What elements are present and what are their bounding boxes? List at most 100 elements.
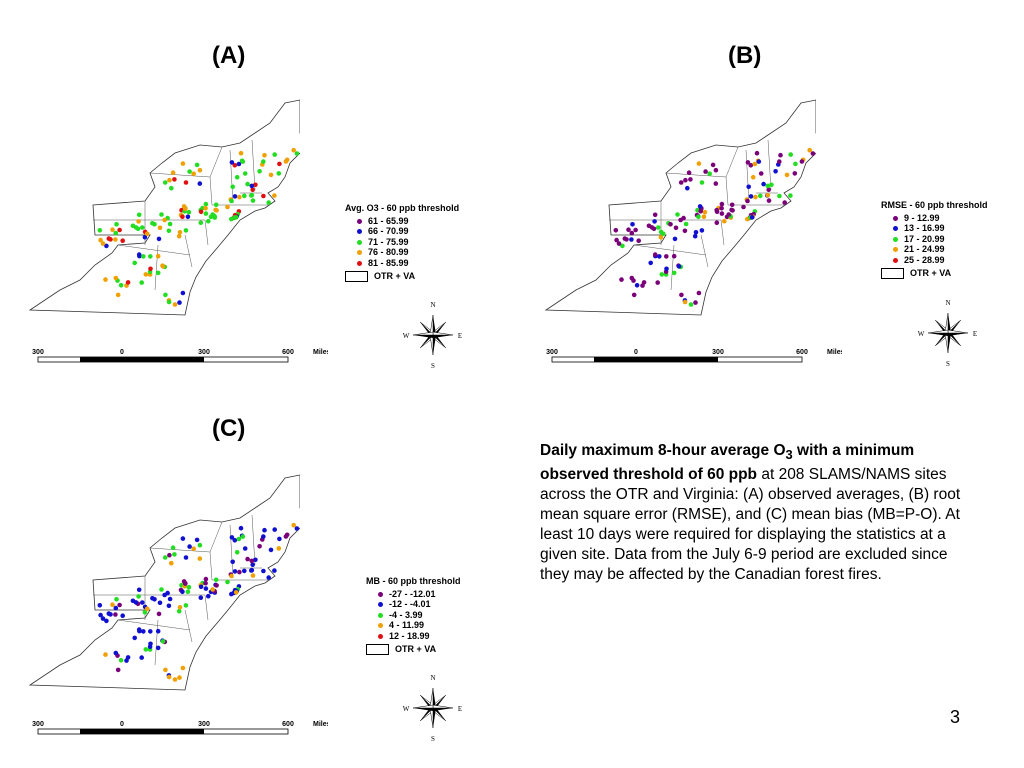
state-boundary — [700, 234, 709, 268]
legend-item: 71 - 75.99 — [345, 237, 459, 248]
scale-tick-label: 300 — [546, 349, 558, 356]
page-number: 3 — [950, 707, 961, 727]
site-marker — [276, 546, 282, 551]
legend-item: -12 - -4.01 — [366, 600, 461, 611]
caption-bold-1: Daily maximum 8-hour average O — [540, 442, 786, 459]
site-marker — [788, 193, 793, 198]
site-marker — [172, 552, 177, 557]
site-marker — [172, 302, 178, 307]
site-marker — [229, 573, 234, 579]
site-marker — [238, 150, 244, 156]
scale-tick-label: 0 — [120, 349, 124, 356]
site-marker — [155, 645, 161, 651]
legend-label: -4 - 3.99 — [389, 609, 423, 620]
legend-dot — [378, 602, 383, 608]
legend-item: 61 - 65.99 — [345, 216, 459, 227]
state-boundary — [117, 244, 191, 256]
site-marker — [268, 547, 274, 553]
site-marker — [266, 575, 272, 580]
site-marker — [194, 537, 200, 543]
region-outline — [28, 474, 300, 691]
site-marker — [754, 150, 760, 156]
state-boundary — [154, 619, 159, 666]
site-marker — [181, 204, 187, 209]
site-marker — [232, 569, 238, 574]
site-marker — [170, 170, 176, 175]
site-marker — [203, 580, 208, 586]
site-marker — [626, 227, 631, 232]
site-marker — [159, 587, 164, 592]
site-marker — [729, 202, 735, 208]
site-marker — [777, 193, 782, 199]
site-marker — [765, 192, 771, 198]
scale-bar: 300 0 300 600 Miles — [32, 349, 328, 363]
legend-item: 4 - 11.99 — [366, 621, 461, 632]
state-boundary — [229, 524, 234, 579]
site-marker — [633, 227, 638, 233]
site-marker — [242, 568, 247, 574]
legend-panel-c: MB - 60 ppb threshold -27 - -12.01 -12 - -… — [366, 577, 461, 655]
site-marker — [692, 233, 698, 239]
legend-item: -4 - 3.99 — [366, 610, 461, 621]
site-marker — [620, 243, 625, 249]
legend-label: 61 - 65.99 — [368, 215, 409, 226]
site-marker — [136, 627, 142, 632]
site-marker — [100, 616, 106, 621]
site-marker — [139, 280, 144, 285]
site-marker — [648, 260, 653, 266]
site-marker — [148, 254, 153, 259]
site-marker — [110, 227, 115, 232]
scale-tick-label: 0 — [120, 721, 124, 728]
site-marker — [185, 214, 191, 220]
site-marker — [745, 198, 750, 204]
site-marker — [159, 212, 164, 217]
site-marker — [636, 238, 641, 243]
legend-item: 13 - 16.99 — [881, 224, 988, 235]
site-marker — [98, 612, 103, 618]
site-marker — [172, 677, 178, 682]
site-marker — [139, 655, 144, 660]
site-marker — [167, 177, 172, 183]
legend-boundary-item: OTR + VA — [345, 270, 459, 282]
site-marker — [103, 652, 108, 657]
site-marker — [167, 552, 172, 558]
legend-label: 12 - 18.99 — [389, 630, 430, 641]
site-marker — [799, 159, 805, 164]
site-marker — [752, 161, 758, 167]
site-marker — [177, 605, 183, 610]
site-marker — [113, 650, 119, 656]
site-marker — [629, 275, 635, 281]
legend-item: -27 - -12.01 — [366, 589, 461, 600]
site-marker — [678, 217, 683, 223]
site-marker — [756, 159, 762, 164]
site-marker — [183, 228, 189, 233]
site-marker — [185, 589, 191, 595]
legend-boundary-label: OTR + VA — [910, 267, 952, 278]
site-marker — [177, 230, 183, 235]
site-marker — [652, 252, 658, 257]
site-marker — [777, 159, 782, 164]
legend-dot — [893, 226, 898, 232]
site-marker — [766, 187, 771, 193]
site-marker — [240, 159, 246, 164]
site-marker — [673, 225, 679, 231]
site-marker — [678, 180, 684, 185]
site-marker — [237, 569, 242, 575]
site-marker — [114, 597, 119, 602]
state-boundary — [204, 594, 209, 621]
site-marker — [162, 180, 168, 185]
scale-bar: 300 0 300 600 Miles — [32, 721, 328, 735]
legend-title: MB - 60 ppb threshold — [366, 576, 461, 586]
legend-label: 81 - 85.99 — [368, 257, 409, 268]
site-marker — [688, 302, 694, 307]
state-boundary — [229, 149, 234, 204]
map-panel-b — [544, 99, 816, 316]
site-marker — [148, 266, 153, 272]
site-marker — [778, 152, 783, 158]
legend-label: 4 - 11.99 — [389, 620, 425, 631]
site-marker — [261, 568, 266, 574]
site-marker — [177, 300, 182, 305]
site-marker — [160, 639, 166, 644]
site-marker — [206, 218, 211, 224]
site-marker — [97, 228, 103, 233]
